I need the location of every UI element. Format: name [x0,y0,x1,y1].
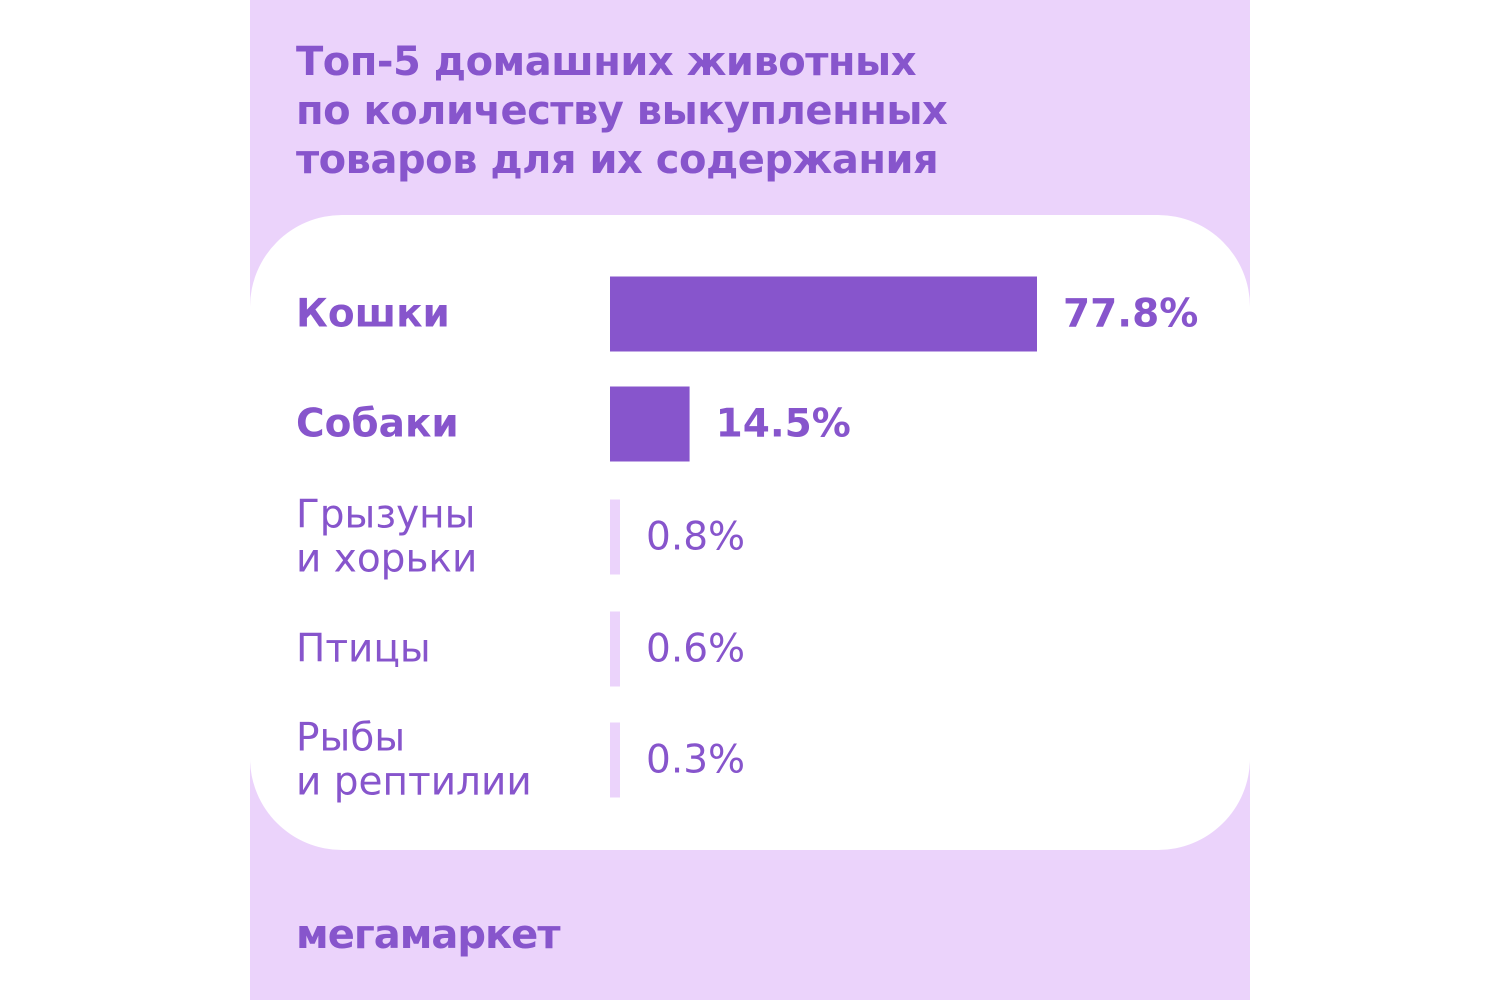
category-label: Рыбы [296,716,405,761]
bar [610,499,620,575]
category-label: Птицы [296,627,431,672]
bar [610,611,620,687]
poster: Топ-5 домашних животных по количеству вы… [250,0,1250,1000]
value-label: 0.3% [646,738,745,783]
bar [610,276,1037,352]
category-label: Собаки [296,402,459,447]
brand-logo: мегамаркет [296,912,560,958]
category-label: Кошки [296,292,450,337]
value-label: 0.8% [646,515,745,560]
value-label: 14.5% [716,402,851,447]
bar [610,386,690,462]
category-label: и рептилии [296,760,532,805]
category-label: Грызуны [296,493,475,538]
value-label: 0.6% [646,627,745,672]
title-line-2: по количеству выкупленных [296,88,948,134]
title-line-3: товаров для их содержания [296,137,939,183]
category-label: и хорьки [296,537,477,582]
chart-title: Топ-5 домашних животных по количеству вы… [296,38,1196,185]
chart-card: Кошки 77.8% Собаки 14.5% Грызуны и хорьки 0.8%… [250,215,1250,850]
bar [610,722,620,798]
value-label: 77.8% [1063,292,1198,337]
title-line-1: Топ-5 домашних животных [296,39,917,85]
